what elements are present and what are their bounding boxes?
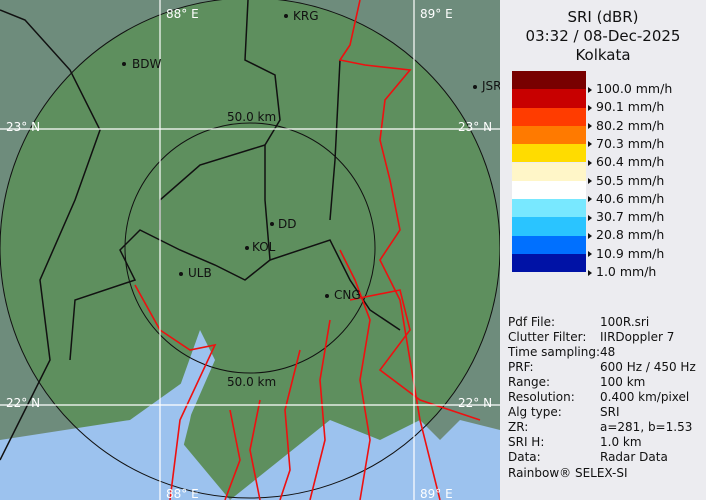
info-row: PRF: 600 Hz / 450 Hz (508, 360, 696, 374)
color-scale-label: 20.8 mm/h (588, 227, 664, 242)
lat-lon-grid (0, 0, 500, 500)
info-value: SRI (600, 405, 620, 419)
grid-label-22n-left: 22° N (6, 396, 40, 410)
color-scale-label: 40.6 mm/h (588, 191, 664, 206)
datetime: 03:32 / 08-Dec-2025 (525, 27, 681, 45)
info-key: PRF: (508, 360, 534, 374)
site-label-bdw: BDW (132, 57, 161, 71)
info-key: SRI H: (508, 435, 545, 449)
info-row: Data: Radar Data (508, 450, 668, 464)
info-row: Resolution: 0.400 km/pixel (508, 390, 689, 404)
info-key: Time sampling: (508, 345, 601, 359)
site-label-krg: KRG (293, 9, 319, 23)
range-ring-label-bottom: 50.0 km (227, 375, 276, 389)
color-scale-label: 10.9 mm/h (588, 246, 664, 261)
info-row: Pdf File: 100R.sri (508, 315, 649, 329)
color-scale-bin (512, 144, 586, 163)
site-label-ulb: ULB (188, 266, 212, 280)
info-value: IIRDoppler 7 (600, 330, 675, 344)
info-key: ZR: (508, 420, 529, 434)
color-scale-bin (512, 180, 586, 200)
color-scale-label: 90.1 mm/h (588, 99, 664, 114)
info-row: Clutter Filter: IIRDoppler 7 (508, 330, 674, 344)
color-scale-label: 50.5 mm/h (588, 173, 664, 188)
site-label-jsr: JSR (481, 79, 500, 93)
info-value: 100 km (600, 375, 646, 389)
info-key: Range: (508, 375, 551, 389)
info-value: 0.400 km/pixel (600, 390, 690, 404)
info-row: Alg type: SRI (508, 405, 620, 419)
range-ring-label-top: 50.0 km (227, 110, 276, 124)
info-value: 100R.sri (600, 315, 650, 329)
color-scale-bin (512, 254, 586, 273)
color-scale-bin (512, 125, 586, 145)
site-name: Kolkata (575, 46, 631, 64)
estuary-area (150, 330, 500, 500)
color-scale-bin (512, 217, 586, 236)
info-row: Time sampling: 48 (508, 345, 615, 359)
info-row: Range: 100 km (508, 375, 645, 389)
info-key: Pdf File: (508, 315, 556, 329)
grid-label-23n-left: 23° N (6, 120, 40, 134)
color-scale-bin (512, 107, 586, 126)
info-key: Alg type: (508, 405, 562, 419)
footer-brand: Rainbow® SELEX-SI (508, 466, 628, 480)
color-scale-bin (512, 235, 586, 254)
range-ring-outer (0, 0, 500, 499)
sea-area (0, 370, 200, 500)
site-label-kol: KOL (252, 240, 276, 254)
color-scale-label: 30.7 mm/h (588, 209, 664, 224)
grid-label-88e-top: 88° E (166, 7, 199, 21)
info-key: Clutter Filter: (508, 330, 587, 344)
info-value: 600 Hz / 450 Hz (600, 360, 696, 374)
color-scale-label: 100.0 mm/h (588, 81, 672, 96)
range-ring-inner (124, 122, 376, 374)
grid-label-89e-bottom: 89° E (420, 487, 453, 500)
product-title: SRI (dBR) (567, 8, 639, 26)
site-label-dd: DD (278, 217, 296, 231)
range-rings (0, 0, 500, 499)
color-scale-label: 70.3 mm/h (588, 136, 664, 151)
grid-label-88e-bottom: 88° E (166, 487, 199, 500)
color-scale-bin (512, 199, 586, 218)
color-scale-bin (512, 162, 586, 181)
info-value: Radar Data (600, 450, 668, 464)
color-scale-bin (512, 89, 586, 108)
grid-label-23n-right: 23° N (458, 120, 492, 134)
info-row: SRI H: 1.0 km (508, 435, 642, 449)
color-scale-label: 1.0 mm/h (588, 264, 656, 279)
radar-map[interactable]: 88° E 89° E 88° E 89° E 23° N 23° N 22° … (0, 0, 500, 500)
info-key: Resolution: (508, 390, 575, 404)
info-value: a=281, b=1.53 (600, 420, 693, 434)
grid-label-22n-right: 22° N (458, 396, 492, 410)
radar-coverage-area (0, 0, 500, 498)
color-scale-label: 60.4 mm/h (588, 154, 664, 169)
rivers (134, 0, 481, 500)
grid-label-89e-top: 89° E (420, 7, 453, 21)
site-label-cng: CNG (334, 288, 361, 302)
info-key: Data: (508, 450, 541, 464)
info-value: 48 (600, 345, 616, 359)
info-row: ZR: a=281, b=1.53 (508, 420, 692, 434)
info-value: 1.0 km (600, 435, 642, 449)
color-scale-bin (512, 71, 586, 90)
color-scale-label: 80.2 mm/h (588, 118, 664, 133)
